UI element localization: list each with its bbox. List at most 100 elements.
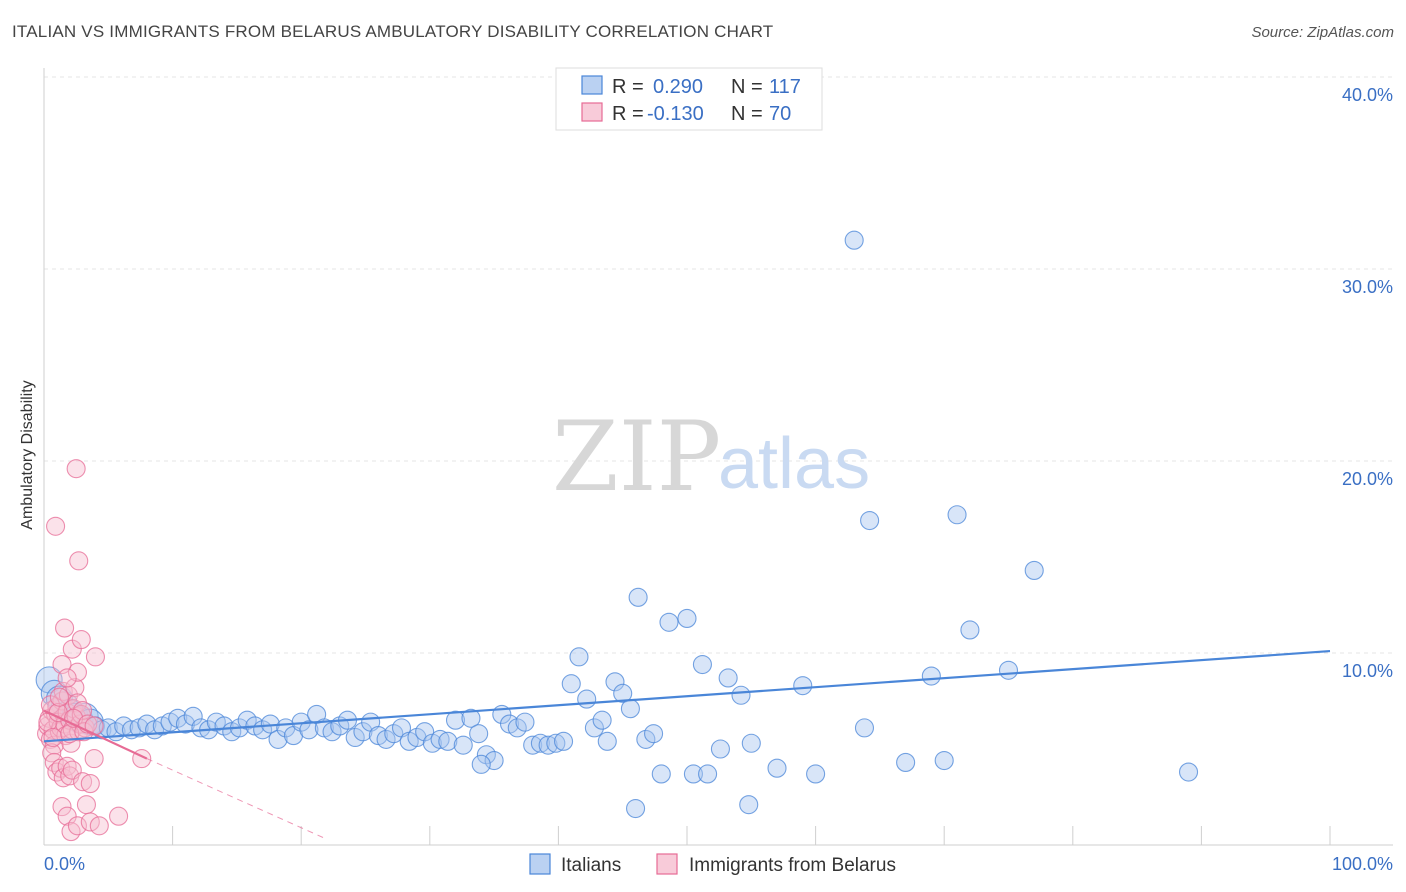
italians-point-62	[471, 754, 491, 774]
italians-trend-line	[43, 649, 1331, 743]
italians-point-59	[469, 724, 489, 744]
italians-point-37	[299, 720, 319, 740]
italians-point-107	[1024, 560, 1044, 580]
italians-point-65	[507, 718, 527, 738]
italians-point-68	[530, 733, 550, 753]
y-tick-labels: 10.0% 20.0% 30.0% 40.0%	[1342, 85, 1393, 681]
legend-n-value-italians: 117	[769, 76, 801, 98]
x-ticks	[172, 826, 1331, 845]
italians-point-81	[628, 587, 648, 607]
italians-point-86	[677, 608, 697, 628]
belarus-point-40	[46, 516, 66, 536]
belarus-point-47	[66, 459, 86, 479]
legend-n-label-italians: N =	[731, 76, 763, 98]
belarus-point-22	[65, 678, 85, 698]
italians-point-102	[896, 752, 916, 772]
chart-title: ITALIAN VS IMMIGRANTS FROM BELARUS AMBUL…	[12, 22, 774, 41]
italians-point-69	[538, 735, 558, 755]
legend-swatch-belarus	[581, 102, 603, 122]
series-legend: Italians Immigrants from Belarus	[529, 853, 896, 876]
italians-point-61	[484, 750, 504, 771]
series-legend-belarus: Immigrants from Belarus	[689, 855, 896, 876]
italians-point-80	[620, 699, 640, 719]
italians-point-88	[692, 654, 712, 675]
italians-point-26	[214, 716, 234, 736]
italians-point-89	[698, 764, 718, 784]
belarus-point-45	[71, 630, 91, 650]
italians-point-47	[376, 729, 396, 749]
y-tick-label-20: 20.0%	[1342, 469, 1393, 489]
italians-point-83	[644, 724, 664, 744]
italians-point-106	[998, 660, 1019, 680]
italians-point-77	[597, 731, 617, 751]
belarus-point-46	[85, 647, 105, 667]
belarus-points	[37, 459, 152, 842]
italians-point-91	[718, 668, 738, 688]
trend-lines	[43, 649, 1331, 840]
italians-point-60	[476, 745, 496, 765]
legend-r-value-belarus: -0.130	[647, 103, 704, 125]
italians-point-84	[651, 764, 671, 784]
italians-point-90	[710, 739, 730, 759]
italians-point-108	[1178, 762, 1199, 782]
italians-point-95	[767, 758, 787, 778]
legend-n-label-belarus: N =	[731, 103, 763, 125]
belarus-point-38	[73, 772, 93, 792]
belarus-point-57	[109, 806, 129, 826]
legend-n-value-belarus: 70	[769, 103, 791, 125]
italians-point-85	[659, 612, 679, 632]
series-legend-italians: Italians	[561, 855, 621, 876]
series-legend-swatch-belarus	[656, 853, 678, 875]
italians-point-44	[353, 722, 373, 742]
watermark-zip: ZIP	[552, 401, 721, 513]
italians-points	[35, 230, 1199, 819]
belarus-point-43	[67, 662, 87, 682]
italians-point-66	[515, 712, 535, 732]
italians-point-43	[345, 727, 365, 748]
italians-point-75	[584, 718, 604, 738]
x-tick-label-100: 100.0%	[1332, 854, 1393, 874]
belarus-trend-extension	[146, 758, 328, 840]
italians-point-58	[461, 708, 481, 728]
belarus-point-50	[52, 797, 72, 817]
italians-point-98	[626, 798, 646, 819]
belarus-point-49	[57, 668, 77, 688]
italians-point-57	[453, 735, 473, 755]
belarus-trend-line	[43, 709, 148, 760]
italians-point-101	[854, 718, 875, 738]
source-label: Source: ZipAtlas.com	[1251, 24, 1394, 41]
y-tick-label-10: 10.0%	[1342, 661, 1393, 681]
italians-point-29	[237, 710, 257, 730]
legend-r-label-belarus: R =	[612, 103, 644, 125]
stats-legend: R = 0.290 N = 117 R = -0.130 N = 70	[555, 67, 823, 131]
watermark-atlas: atlas	[718, 424, 870, 504]
italians-point-93	[739, 795, 759, 815]
italians-point-67	[523, 735, 543, 755]
belarus-point-54	[76, 795, 96, 815]
legend-swatch-italians	[581, 75, 603, 95]
series-legend-swatch-italians	[529, 853, 551, 875]
belarus-point-39	[80, 774, 100, 794]
belarus-point-64	[49, 687, 69, 707]
italians-point-54	[430, 729, 450, 749]
italians-point-74	[577, 689, 597, 709]
belarus-point-62	[43, 727, 63, 748]
italians-point-82	[636, 729, 656, 749]
italians-point-48	[384, 724, 404, 744]
gridlines	[44, 76, 1393, 654]
italians-point-94	[741, 733, 761, 753]
italians-point-109	[934, 750, 954, 771]
italians-point-76	[592, 710, 612, 730]
italians-point-72	[561, 674, 581, 694]
italians-point-97	[806, 764, 826, 784]
legend-r-label-italians: R =	[612, 76, 644, 98]
belarus-point-51	[57, 806, 77, 826]
belarus-point-41	[55, 618, 75, 638]
italians-point-52	[415, 722, 435, 742]
italians-point-40	[322, 722, 342, 742]
italians-point-21	[175, 714, 196, 734]
belarus-point-59	[84, 749, 104, 769]
italians-point-20	[168, 708, 188, 728]
watermark: ZIP atlas	[552, 401, 870, 513]
italians-point-22	[183, 706, 203, 726]
